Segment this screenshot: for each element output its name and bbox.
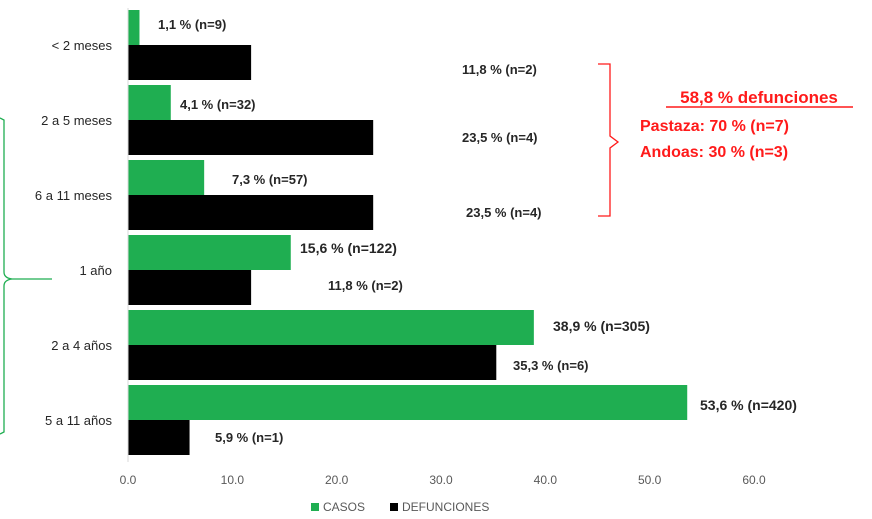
legend-label-casos: CASOS [323, 500, 365, 514]
legend-swatch-casos [311, 503, 319, 511]
data-label-casos-2: 7,3 % (n=57) [232, 172, 308, 187]
annotation-line-pastaza: Pastaza: 70 % (n=7) [640, 118, 789, 135]
bar-defunciones-0 [128, 45, 252, 80]
x-tick-label-4: 40.0 [534, 473, 558, 487]
bar-defunciones-5 [128, 420, 190, 455]
bar-casos-3 [128, 235, 291, 270]
category-label-4: 2 a 4 años [51, 338, 112, 353]
x-tick-label-5: 50.0 [638, 473, 662, 487]
x-tick-label-3: 30.0 [429, 473, 453, 487]
annotation-line-andoas: Andoas: 30 % (n=3) [640, 144, 788, 161]
data-label-defunciones-0: 11,8 % (n=2) [462, 62, 537, 77]
category-label-1: 2 a 5 meses [41, 113, 112, 128]
data-label-casos-0: 1,1 % (n=9) [158, 17, 226, 32]
bar-casos-0 [128, 10, 140, 45]
data-label-casos-4: 38,9 % (n=305) [553, 318, 650, 334]
x-tick-label-1: 10.0 [221, 473, 245, 487]
bar-defunciones-2 [128, 195, 374, 230]
bar-casos-4 [128, 310, 534, 345]
data-label-defunciones-5: 5,9 % (n=1) [215, 430, 283, 445]
x-tick-label-2: 20.0 [325, 473, 349, 487]
data-label-defunciones-3: 11,8 % (n=2) [328, 278, 403, 293]
category-label-5: 5 a 11 años [45, 413, 112, 428]
bar-defunciones-1 [128, 120, 374, 155]
legend-swatch-defunciones [390, 503, 398, 511]
data-label-defunciones-4: 35,3 % (n=6) [513, 358, 589, 373]
death-group-brace [598, 63, 620, 217]
category-label-2: 6 a 11 meses [35, 188, 113, 203]
annotation-title: 58,8 % defunciones [680, 88, 838, 107]
data-label-defunciones-2: 23,5 % (n=4) [466, 205, 542, 220]
data-label-casos-1: 4,1 % (n=32) [180, 97, 256, 112]
bar-defunciones-4 [128, 345, 497, 380]
x-tick-label-6: 60.0 [742, 473, 766, 487]
bar-casos-1 [128, 85, 171, 120]
legend-label-defunciones: DEFUNCIONES [402, 500, 489, 514]
data-label-defunciones-1: 23,5 % (n=4) [462, 130, 538, 145]
data-label-casos-5: 53,6 % (n=420) [700, 397, 797, 413]
data-label-casos-3: 15,6 % (n=122) [300, 240, 397, 256]
x-tick-label-0: 0.0 [120, 473, 137, 487]
bar-casos-2 [128, 160, 205, 195]
category-label-3: 1 año [79, 263, 112, 278]
left-group-brace [0, 117, 52, 435]
bar-defunciones-3 [128, 270, 252, 305]
category-label-0: < 2 meses [52, 38, 113, 53]
bar-casos-5 [128, 385, 688, 420]
